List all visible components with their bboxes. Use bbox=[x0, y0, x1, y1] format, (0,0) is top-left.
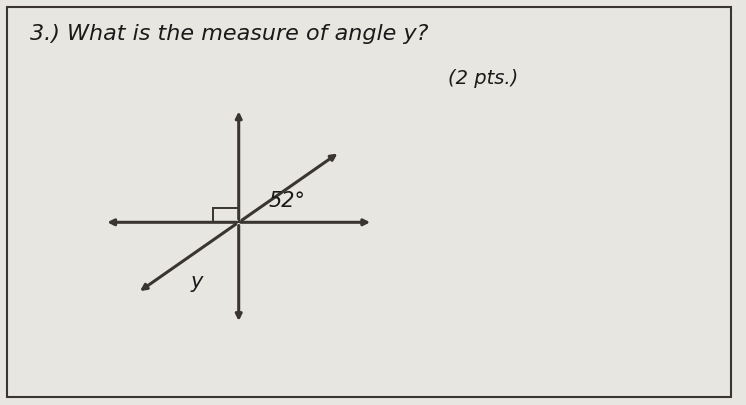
Text: (2 pts.): (2 pts.) bbox=[448, 69, 518, 88]
Text: 52°: 52° bbox=[269, 191, 306, 211]
Text: y: y bbox=[190, 272, 203, 292]
Text: 3.) What is the measure of angle y?: 3.) What is the measure of angle y? bbox=[30, 24, 428, 44]
